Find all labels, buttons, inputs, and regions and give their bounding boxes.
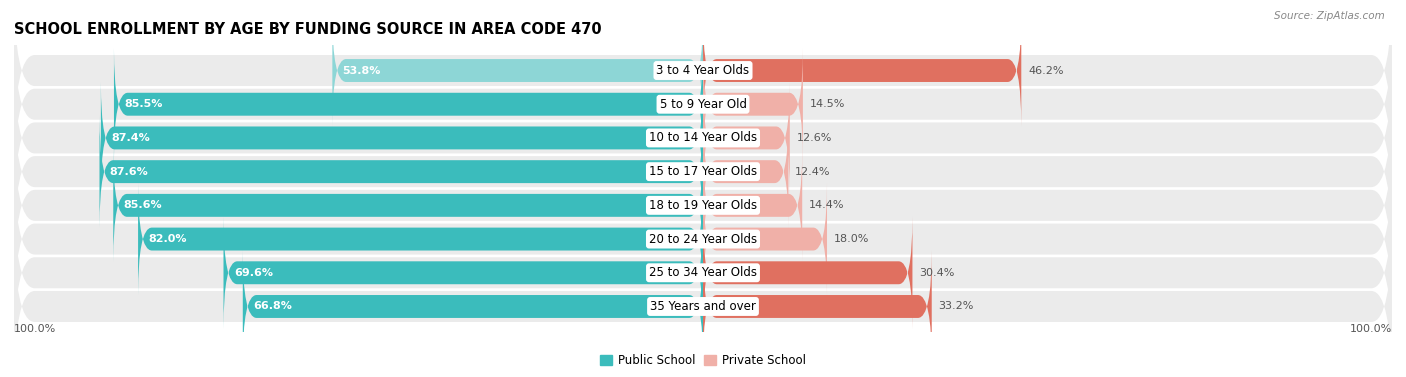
FancyBboxPatch shape bbox=[14, 86, 1392, 257]
FancyBboxPatch shape bbox=[703, 82, 790, 194]
FancyBboxPatch shape bbox=[138, 183, 703, 295]
Text: 25 to 34 Year Olds: 25 to 34 Year Olds bbox=[650, 266, 756, 279]
FancyBboxPatch shape bbox=[703, 251, 932, 362]
Text: 10 to 14 Year Olds: 10 to 14 Year Olds bbox=[650, 132, 756, 144]
Text: 87.6%: 87.6% bbox=[110, 167, 149, 177]
Text: 100.0%: 100.0% bbox=[14, 324, 56, 334]
Text: Source: ZipAtlas.com: Source: ZipAtlas.com bbox=[1274, 11, 1385, 21]
FancyBboxPatch shape bbox=[703, 48, 803, 160]
FancyBboxPatch shape bbox=[332, 15, 703, 126]
Text: 14.5%: 14.5% bbox=[810, 99, 845, 109]
Text: 14.4%: 14.4% bbox=[808, 200, 845, 210]
FancyBboxPatch shape bbox=[14, 52, 1392, 224]
FancyBboxPatch shape bbox=[101, 82, 703, 194]
Text: 66.8%: 66.8% bbox=[253, 302, 292, 311]
Text: 69.6%: 69.6% bbox=[233, 268, 273, 278]
FancyBboxPatch shape bbox=[114, 149, 703, 261]
Text: 85.6%: 85.6% bbox=[124, 200, 162, 210]
Text: 87.4%: 87.4% bbox=[111, 133, 150, 143]
Text: 15 to 17 Year Olds: 15 to 17 Year Olds bbox=[650, 165, 756, 178]
Text: 18.0%: 18.0% bbox=[834, 234, 869, 244]
FancyBboxPatch shape bbox=[14, 0, 1392, 156]
Text: SCHOOL ENROLLMENT BY AGE BY FUNDING SOURCE IN AREA CODE 470: SCHOOL ENROLLMENT BY AGE BY FUNDING SOUR… bbox=[14, 22, 602, 37]
Legend: Public School, Private School: Public School, Private School bbox=[595, 349, 811, 372]
FancyBboxPatch shape bbox=[703, 116, 789, 228]
FancyBboxPatch shape bbox=[14, 153, 1392, 325]
FancyBboxPatch shape bbox=[703, 183, 827, 295]
FancyBboxPatch shape bbox=[703, 217, 912, 329]
FancyBboxPatch shape bbox=[14, 120, 1392, 291]
FancyBboxPatch shape bbox=[114, 48, 703, 160]
Text: 82.0%: 82.0% bbox=[149, 234, 187, 244]
FancyBboxPatch shape bbox=[224, 217, 703, 329]
Text: 5 to 9 Year Old: 5 to 9 Year Old bbox=[659, 98, 747, 111]
Text: 85.5%: 85.5% bbox=[124, 99, 163, 109]
Text: 12.4%: 12.4% bbox=[796, 167, 831, 177]
Text: 3 to 4 Year Olds: 3 to 4 Year Olds bbox=[657, 64, 749, 77]
FancyBboxPatch shape bbox=[14, 221, 1392, 377]
FancyBboxPatch shape bbox=[703, 149, 803, 261]
FancyBboxPatch shape bbox=[14, 187, 1392, 359]
FancyBboxPatch shape bbox=[243, 251, 703, 362]
Text: 33.2%: 33.2% bbox=[939, 302, 974, 311]
Text: 12.6%: 12.6% bbox=[797, 133, 832, 143]
Text: 20 to 24 Year Olds: 20 to 24 Year Olds bbox=[650, 233, 756, 245]
Text: 46.2%: 46.2% bbox=[1028, 66, 1064, 75]
Text: 18 to 19 Year Olds: 18 to 19 Year Olds bbox=[650, 199, 756, 212]
Text: 35 Years and over: 35 Years and over bbox=[650, 300, 756, 313]
FancyBboxPatch shape bbox=[14, 18, 1392, 190]
Text: 30.4%: 30.4% bbox=[920, 268, 955, 278]
Text: 53.8%: 53.8% bbox=[343, 66, 381, 75]
Text: 100.0%: 100.0% bbox=[1350, 324, 1392, 334]
FancyBboxPatch shape bbox=[100, 116, 703, 228]
FancyBboxPatch shape bbox=[703, 15, 1021, 126]
